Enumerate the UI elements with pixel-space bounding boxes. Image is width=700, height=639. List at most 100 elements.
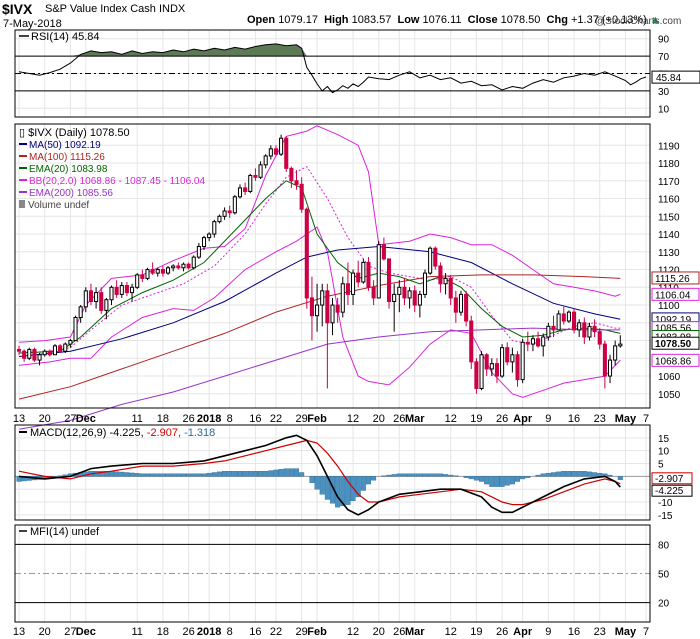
x-tick-label-bottom: 27: [64, 626, 76, 638]
close-value: 1078.50: [500, 14, 541, 26]
candle-body: [386, 258, 392, 302]
x-tick-label-bottom: 26: [182, 626, 194, 638]
macd-histogram-bar: [437, 473, 443, 477]
candle-body: [433, 247, 438, 267]
macd-histogram-bar: [386, 474, 392, 477]
macd-histogram-bar: [417, 473, 423, 477]
x-tick-label-bottom: 29: [296, 626, 308, 638]
x-tick-label: Feb: [307, 413, 327, 425]
candle-body: [253, 174, 258, 178]
candle-body: [94, 292, 99, 302]
x-tick-label-bottom: 11: [131, 626, 142, 638]
candle-body: [536, 338, 541, 347]
candle-body: [135, 274, 140, 288]
candle-body: [464, 293, 469, 322]
candle-body: [237, 187, 243, 198]
candle-body: [438, 265, 443, 285]
y-tick-label: 10: [658, 104, 670, 115]
candle-body: [356, 272, 361, 283]
price-value-tag: [651, 336, 700, 350]
candle-body: [325, 290, 330, 324]
exchange-text: INDX: [158, 3, 186, 15]
candle-body: [248, 174, 253, 192]
macd-value-tag: [651, 472, 693, 485]
x-tick-label: Mar: [405, 413, 425, 425]
legend-ema-20-: EMA(20) 1083.98: [29, 164, 108, 175]
x-tick-label-bottom: 20: [373, 626, 385, 638]
candle-body: [453, 297, 458, 313]
candle-body: [320, 290, 325, 306]
up-arrow-icon: ▲: [649, 14, 661, 26]
macd-histogram-bar: [150, 473, 156, 477]
x-tick-label-bottom: 19: [470, 626, 482, 638]
macd-histogram-bar: [484, 476, 490, 485]
candle-body: [99, 292, 104, 311]
price-value-label: 1068.86: [655, 356, 692, 367]
candle-body: [145, 269, 150, 279]
x-tick-label: 26: [393, 413, 405, 425]
x-tick-label-bottom: 12: [347, 626, 359, 638]
macd-histogram-bar: [355, 476, 361, 498]
macd-histogram-bar: [592, 472, 598, 477]
mfi-panel-frame: [14, 524, 651, 623]
chart-date: 7-May-2018: [3, 18, 62, 30]
macd-histogram-bar: [232, 471, 238, 477]
x-tick-label: 7: [643, 413, 649, 425]
candle-body: [109, 286, 114, 301]
candle-body: [104, 299, 109, 311]
macd-histogram-bar: [365, 476, 371, 485]
candle-body: [572, 311, 577, 331]
candle-body: [412, 290, 417, 306]
candle-body: [73, 316, 78, 342]
x-tick-label-bottom: 16: [568, 626, 580, 638]
bb-lower-line: [18, 226, 621, 398]
candle-body: [613, 345, 618, 361]
y-tick-label: 1190: [658, 141, 680, 152]
macd-histogram-bar: [473, 476, 479, 481]
candle-body: [201, 237, 207, 247]
macd-histogram-bar: [263, 471, 269, 477]
x-tick-label: Dec: [76, 413, 96, 425]
macd-histogram-bar: [412, 473, 418, 477]
candle-body: [551, 325, 556, 331]
x-tick-label-bottom: 2018: [197, 626, 221, 638]
macd-value-label: -4.225: [655, 486, 684, 497]
candle-body: [541, 336, 546, 347]
candle-body: [243, 187, 248, 192]
macd-histogram-bar: [566, 471, 572, 477]
candle-body: [88, 290, 93, 303]
macd-histogram-bar: [134, 473, 140, 477]
y-tick-label: 1150: [658, 212, 680, 223]
price-value-tag: [651, 287, 700, 301]
candle-body: [484, 354, 489, 370]
candle-body: [191, 256, 196, 269]
macd-histogram-bar: [222, 471, 228, 477]
candle-body: [268, 148, 273, 157]
y-tick-label: 80: [658, 540, 670, 551]
candle-body: [124, 285, 129, 294]
candle-body: [42, 350, 47, 356]
ohlc-readout: Open 1079.17 High 1083.57 Low 1076.11 Cl…: [247, 14, 661, 26]
price-value-tag: [651, 353, 700, 367]
macd-histogram-bar: [288, 468, 294, 477]
price-value-label: 1092.19: [655, 315, 692, 326]
macd-histogram-bar: [175, 473, 181, 477]
candle-body: [222, 210, 227, 217]
macd-panel-frame: [14, 424, 651, 521]
x-tick-label-bottom: Dec: [76, 626, 96, 638]
macd-histogram-bar: [509, 476, 515, 485]
legend-bb-20-2-0-: BB(20,2.0) 1068.86 - 1087.45 - 1106.04: [29, 176, 205, 187]
x-tick-label-bottom: 20: [39, 626, 51, 638]
candle-body: [546, 325, 551, 338]
x-tick-label-bottom: Mar: [405, 626, 425, 638]
macd-histogram-bar: [407, 473, 413, 477]
macd-histogram-bar: [201, 473, 207, 477]
series-line-ma-50-: [18, 245, 621, 357]
macd-histogram-bar: [57, 475, 63, 477]
y-tick-label: 50: [658, 570, 670, 581]
macd-histogram-bar: [586, 471, 592, 477]
x-tick-label-bottom: 26: [496, 626, 508, 638]
candle-body: [119, 285, 124, 295]
candle-body: [83, 290, 88, 308]
x-tick-label-bottom: 16: [249, 626, 261, 638]
